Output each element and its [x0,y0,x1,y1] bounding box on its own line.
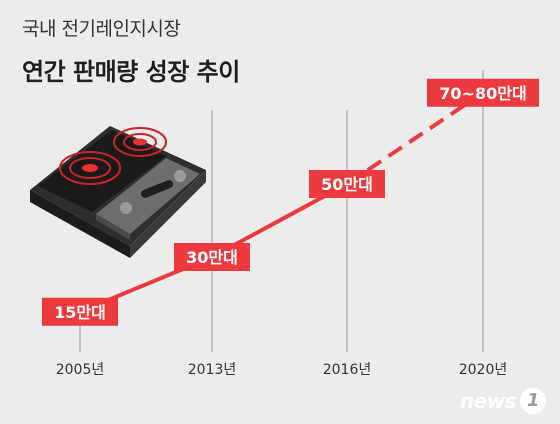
credit-text: news [459,389,517,413]
data-label-text: 30만대 [186,248,238,267]
data-label: 30만대 [174,243,250,271]
data-label: 70~80만대 [427,78,539,107]
x-tick-label: 2005년 [56,362,105,378]
data-label-box [42,297,118,326]
chart-supertitle: 국내 전기레인지시장 [22,18,181,40]
credit-badge: 1 [520,388,546,414]
projected-segment [345,91,485,186]
data-label-box [174,243,250,271]
data-labels: 15만대 30만대 50만대 70~80만대 [42,78,539,326]
x-axis: 2005년 2013년 2016년 2020년 [56,70,508,378]
news-credit: news 1 [460,388,546,414]
data-label-text: 70~80만대 [439,84,526,103]
data-label-box [427,78,539,107]
x-tick-label: 2013년 [188,362,237,378]
x-tick-label: 2020년 [459,362,508,378]
chart-title: 연간 판매량 성장 추이 [22,58,240,86]
data-label-text: 15만대 [54,303,106,322]
x-tick-label: 2016년 [323,362,372,378]
data-label-box [309,170,385,198]
data-label-text: 50만대 [321,175,373,194]
data-label: 50만대 [309,170,385,198]
data-label: 15만대 [42,297,118,326]
electric-range-icon [30,126,206,258]
